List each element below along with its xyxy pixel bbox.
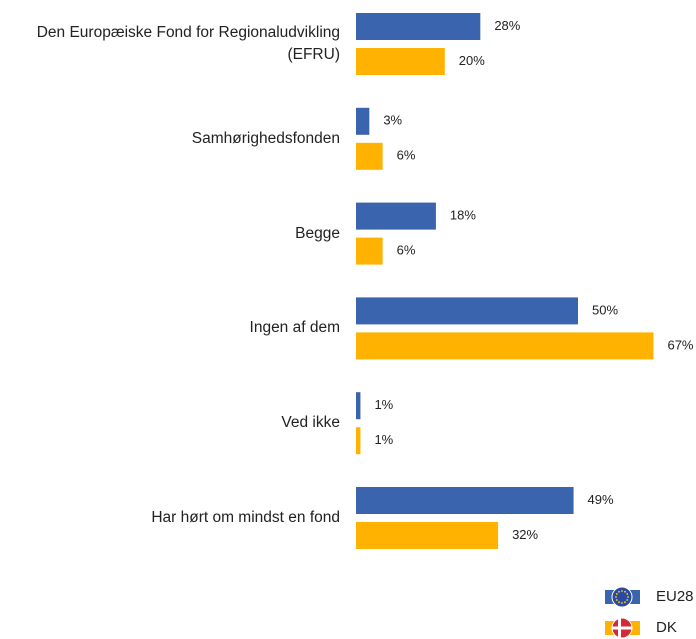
flag-star <box>618 590 620 593</box>
value-label: 67% <box>667 337 693 352</box>
category-label: Ingen af dem <box>249 319 340 337</box>
category-label: Har hørt om mindst en fond <box>151 509 340 526</box>
value-label: 6% <box>397 243 416 258</box>
flag-star <box>615 596 617 598</box>
bar <box>356 427 361 455</box>
flag-star <box>621 602 623 604</box>
value-label: 50% <box>592 302 618 317</box>
bar <box>356 392 361 420</box>
value-label: 1% <box>374 432 393 447</box>
bar <box>356 332 654 360</box>
bar <box>356 142 383 170</box>
flag-star <box>621 590 623 592</box>
value-label: 18% <box>450 208 476 223</box>
bar <box>356 202 436 230</box>
bar <box>356 297 578 325</box>
flag-cross <box>612 626 632 630</box>
value-label: 28% <box>494 18 520 33</box>
bar <box>356 13 481 40</box>
category-label: Ved ikke <box>281 414 340 432</box>
flag-star <box>615 593 618 595</box>
category-label: Den Europæiske Fond for Regionaludviklin… <box>36 24 340 63</box>
bar <box>356 107 370 135</box>
bar <box>356 487 574 514</box>
category-label: Samhørighedsfonden <box>191 129 340 147</box>
value-label: 20% <box>459 53 485 68</box>
bar <box>356 237 383 265</box>
legend-label: EU28 <box>656 588 694 605</box>
flag-star <box>618 601 620 604</box>
category-label: Begge <box>295 224 340 242</box>
flag-star <box>627 596 629 598</box>
value-label: 1% <box>374 397 393 412</box>
flag-cross <box>618 618 621 638</box>
value-label: 6% <box>397 148 416 163</box>
flag-star <box>615 599 618 601</box>
flag-star <box>626 599 629 601</box>
value-label: 49% <box>588 492 614 507</box>
flag-star <box>624 590 626 593</box>
legend-label: DK <box>656 619 677 636</box>
value-label: 32% <box>512 527 538 542</box>
legend-flag <box>611 586 633 608</box>
bar <box>356 522 499 549</box>
flag-star <box>626 593 629 595</box>
value-label: 3% <box>383 113 402 128</box>
bar <box>356 48 445 75</box>
flag-star <box>624 601 626 604</box>
